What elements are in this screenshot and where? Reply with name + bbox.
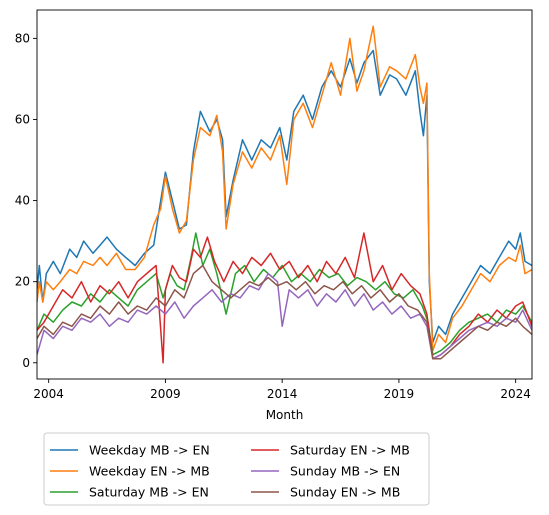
legend-label: Saturday EN -> MB xyxy=(290,443,410,458)
series-line-2 xyxy=(37,25,532,352)
legend-label: Weekday EN -> MB xyxy=(89,464,210,479)
x-tick-label: 2004 xyxy=(33,387,64,401)
y-tick-label: 60 xyxy=(15,112,30,126)
series-line-5 xyxy=(37,272,532,360)
legend-label: Sunday MB -> EN xyxy=(290,464,400,479)
series-line-3 xyxy=(37,232,532,356)
y-tick-label: 20 xyxy=(15,275,30,289)
series-lines xyxy=(37,25,532,364)
x-axis-label: Month xyxy=(266,408,304,422)
series-line-6 xyxy=(37,264,532,360)
legend-label: Weekday MB -> EN xyxy=(89,443,210,458)
x-tick-label: 2014 xyxy=(267,387,298,401)
axis-ticks: 2004 2009 2014 2019 2024 0 20 40 60 80 xyxy=(15,31,531,401)
legend: Weekday MB -> EN Weekday EN -> MB Saturday… xyxy=(43,432,430,506)
series-line-1 xyxy=(37,49,532,344)
y-tick-label: 0 xyxy=(22,356,30,370)
legend-label: Sunday EN -> MB xyxy=(290,485,400,500)
x-tick-label: 2019 xyxy=(384,387,415,401)
x-tick-label: 2024 xyxy=(500,387,531,401)
plot-frame xyxy=(36,9,533,380)
y-tick-label: 40 xyxy=(15,194,30,208)
legend-label: Saturday MB -> EN xyxy=(89,485,209,500)
x-tick-label: 2009 xyxy=(150,387,181,401)
legend-frame xyxy=(43,432,430,506)
y-tick-label: 80 xyxy=(15,31,30,45)
